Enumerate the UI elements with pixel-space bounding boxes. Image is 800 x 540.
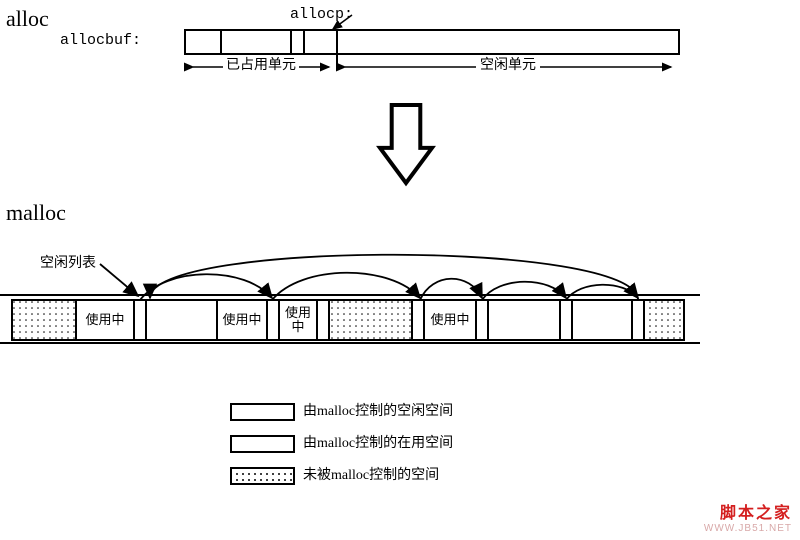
svg-text:中: 中 — [291, 319, 304, 334]
svg-text:使用中: 使用中 — [430, 312, 469, 327]
legend-swatch — [230, 435, 295, 453]
legend-row: 由malloc控制的空闲空间 — [230, 400, 453, 421]
svg-text:使用中: 使用中 — [85, 312, 124, 327]
legend-label: 由malloc控制的空闲空间 — [303, 404, 453, 419]
svg-text:使用: 使用 — [285, 305, 311, 320]
freelist-label: 空闲列表 — [40, 252, 96, 272]
legend-label: 未被malloc控制的空间 — [303, 468, 439, 483]
diagram-svg: 已占用单元 空闲单元使用中 使用中 使用中 使用中 — [0, 0, 800, 540]
legend-row: 未被malloc控制的空间 — [230, 464, 439, 485]
malloc-title: malloc — [6, 200, 66, 226]
legend-swatch — [230, 467, 295, 485]
legend-label: 由malloc控制的在用空间 — [303, 436, 453, 451]
svg-text:空闲单元: 空闲单元 — [480, 57, 536, 73]
svg-text:已占用单元: 已占用单元 — [226, 57, 296, 73]
svg-text:使用中: 使用中 — [222, 312, 261, 327]
watermark-line1: 脚本之家 — [704, 499, 792, 523]
watermark: 脚本之家 WWW.JB51.NET — [704, 499, 792, 534]
watermark-line2: WWW.JB51.NET — [704, 523, 792, 534]
legend-row: 由malloc控制的在用空间 — [230, 432, 453, 453]
legend-swatch — [230, 403, 295, 421]
